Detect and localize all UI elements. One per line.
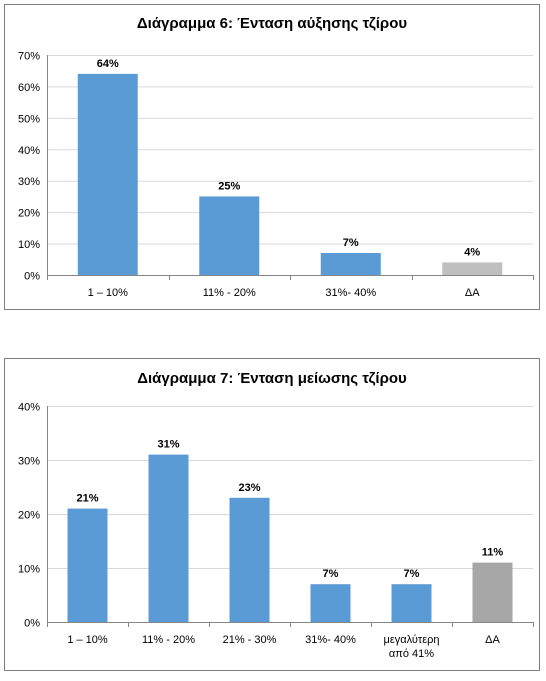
chart-6-ytick-label: 20% bbox=[18, 208, 40, 220]
chart-7-ytick-label: 10% bbox=[18, 564, 40, 576]
chart-7-bar bbox=[148, 454, 189, 622]
chart-7-ytick-label: 20% bbox=[18, 510, 40, 522]
chart-6-data-label: 64% bbox=[97, 58, 119, 70]
chart-6-data-label: 25% bbox=[218, 180, 240, 192]
chart-6-ytick-label: 40% bbox=[18, 145, 40, 157]
chart-6-bar bbox=[320, 253, 381, 275]
chart-7-data-label: 7% bbox=[404, 568, 420, 580]
chart-6-ytick-label: 0% bbox=[24, 271, 40, 283]
chart-7-category-label: από 41% bbox=[389, 648, 434, 660]
chart-7-plot: 0% 10% 20% 30% 40% 21% 1 – 10% 31% 11% - 20% 23% 2… bbox=[18, 402, 534, 660]
chart-6: Διάγραμμα 6: Ένταση αύξησης τζίρου 0% 10%… bbox=[4, 4, 540, 310]
chart-7-category-label: ΔΑ bbox=[485, 634, 500, 646]
chart-7-bar bbox=[310, 584, 351, 622]
chart-6-ytick-label: 10% bbox=[18, 239, 40, 251]
chart-7-category-label: 11% - 20% bbox=[142, 634, 195, 646]
chart-7-ytick-label: 0% bbox=[24, 618, 40, 630]
chart-7-data-label: 7% bbox=[323, 568, 339, 580]
chart-6-ytick-label: 30% bbox=[18, 176, 40, 188]
chart-7-ytick-label: 40% bbox=[18, 402, 40, 414]
chart-7-bar bbox=[472, 562, 513, 622]
chart-7: Διάγραμμα 7: Ένταση μείωσης τζίρου 0% 10%… bbox=[4, 358, 540, 671]
chart-6-title: Διάγραμμα 6: Ένταση αύξησης τζίρου bbox=[136, 15, 408, 32]
chart-7-data-label: 11% bbox=[482, 547, 504, 559]
chart-6-category-label: 31%- 40% bbox=[325, 287, 376, 299]
chart-7-bar bbox=[391, 584, 432, 622]
chart-7-bar bbox=[229, 497, 270, 622]
chart-7-data-label: 21% bbox=[76, 493, 98, 505]
chart-6-category-label: 11% - 20% bbox=[203, 287, 256, 299]
chart-6-ytick-label: 70% bbox=[18, 51, 40, 63]
chart-7-data-label: 23% bbox=[238, 482, 260, 494]
chart-7-title: Διάγραμμα 7: Ένταση μείωσης τζίρου bbox=[137, 370, 407, 387]
chart-7-category-label: 1 – 10% bbox=[67, 634, 108, 646]
chart-7-bar bbox=[67, 508, 108, 622]
chart-7-ytick-label: 30% bbox=[18, 456, 40, 468]
chart-7-category-label: 31%- 40% bbox=[305, 634, 356, 646]
chart-6-ytick-label: 60% bbox=[18, 82, 40, 94]
chart-6-bar bbox=[77, 73, 138, 275]
chart-6-data-label: 4% bbox=[464, 246, 480, 258]
chart-6-bar bbox=[199, 196, 260, 275]
chart-6-category-label: ΔΑ bbox=[465, 287, 480, 299]
chart-7-category-label: 21% - 30% bbox=[223, 634, 277, 646]
chart-6-data-label: 7% bbox=[343, 237, 359, 249]
chart-6-category-label: 1 – 10% bbox=[88, 287, 129, 299]
chart-7-category-label: μεγαλύτερη bbox=[384, 634, 440, 646]
chart-6-plot: 0% 10% 20% 30% 40% 50% 60% 70% 64% 1 – 10% 25% 11% … bbox=[18, 51, 534, 299]
chart-6-bar bbox=[442, 262, 503, 275]
chart-6-ytick-label: 50% bbox=[18, 113, 40, 125]
chart-7-data-label: 31% bbox=[157, 439, 179, 451]
